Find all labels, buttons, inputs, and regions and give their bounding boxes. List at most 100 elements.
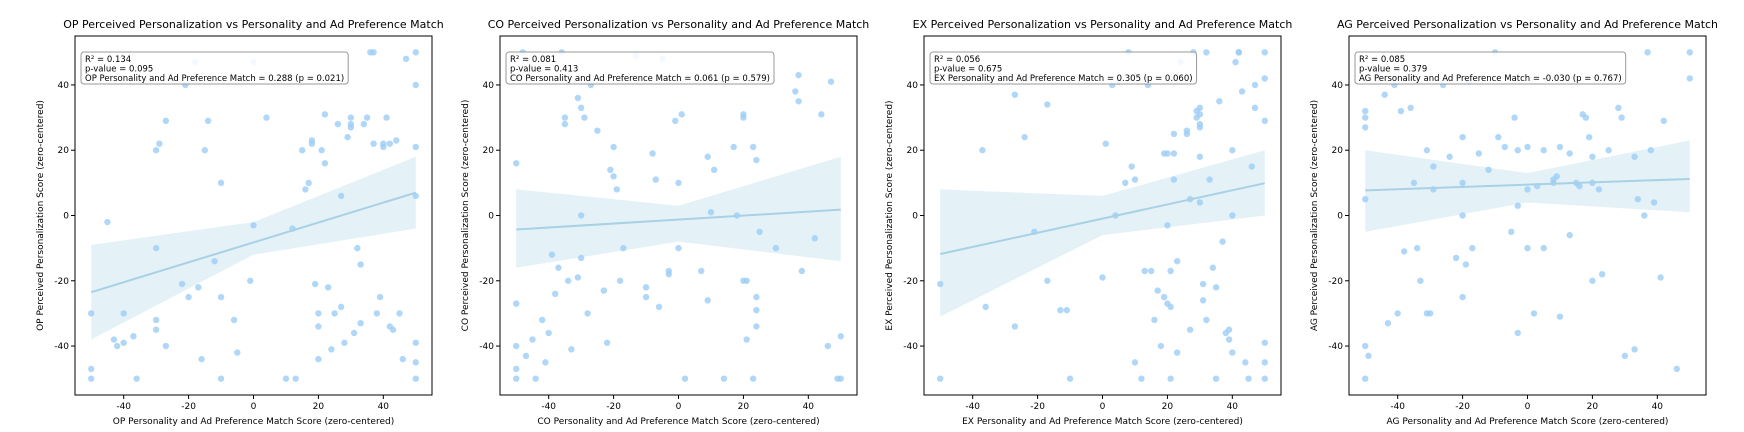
data-point xyxy=(396,310,403,317)
data-point xyxy=(1511,114,1518,121)
x-tick-label: 20 xyxy=(738,402,750,412)
y-tick-label: 20 xyxy=(483,146,495,156)
data-point xyxy=(1021,133,1028,141)
data-point xyxy=(1199,280,1207,288)
data-point xyxy=(1167,375,1174,382)
data-point xyxy=(1618,114,1625,121)
data-point xyxy=(577,212,585,219)
stats-line: p-value = 0.413 xyxy=(510,65,578,75)
data-point xyxy=(1514,329,1521,337)
x-tick-label: -20 xyxy=(181,402,196,412)
data-point xyxy=(263,114,270,121)
data-point xyxy=(564,277,572,284)
data-point xyxy=(302,186,309,193)
data-point xyxy=(1362,195,1369,203)
data-point xyxy=(1394,310,1401,317)
data-point xyxy=(1261,117,1268,125)
data-point xyxy=(1102,140,1109,147)
data-point xyxy=(1225,326,1233,333)
data-point xyxy=(1261,375,1268,382)
data-point xyxy=(88,310,95,317)
data-point xyxy=(1381,91,1388,98)
data-point xyxy=(247,277,254,284)
data-point xyxy=(740,114,747,121)
data-point xyxy=(402,55,410,63)
data-point xyxy=(753,156,760,164)
confidence-band xyxy=(91,156,416,340)
data-point xyxy=(711,166,718,174)
confidence-band xyxy=(1365,140,1690,232)
data-point xyxy=(1446,153,1453,160)
data-point xyxy=(354,244,361,252)
data-point xyxy=(1216,98,1223,105)
data-point xyxy=(1615,104,1622,112)
data-point xyxy=(198,355,205,363)
chart-panel-4: AG Perceived Personalization vs Personal… xyxy=(1310,18,1718,427)
data-point xyxy=(412,81,419,89)
data-point xyxy=(1459,212,1466,219)
regression-line xyxy=(940,182,1265,255)
data-point xyxy=(798,267,806,275)
data-point xyxy=(1229,212,1236,219)
data-point xyxy=(824,342,831,350)
data-point xyxy=(1634,195,1642,203)
data-point xyxy=(704,153,711,160)
data-point xyxy=(1229,349,1236,356)
x-tick-label: 20 xyxy=(313,402,325,412)
y-axis-label: CO Perceived Personalization Score (zero… xyxy=(461,100,471,332)
data-point xyxy=(389,326,397,333)
x-tick-label: 40 xyxy=(803,402,815,412)
data-point xyxy=(331,310,338,317)
data-point xyxy=(1261,49,1268,56)
data-point xyxy=(162,342,170,350)
data-point xyxy=(110,336,118,343)
y-tick-label: 20 xyxy=(58,146,70,156)
data-point xyxy=(792,88,799,95)
data-point xyxy=(1203,49,1210,56)
data-point xyxy=(1212,375,1220,382)
data-point xyxy=(1170,130,1178,138)
data-point xyxy=(1011,91,1019,98)
data-point xyxy=(1657,274,1664,281)
regression-line xyxy=(1365,177,1690,192)
data-point xyxy=(1154,287,1161,294)
data-point xyxy=(1595,186,1603,193)
data-point xyxy=(1362,114,1369,121)
chart-title: OP Perceived Personalization vs Personal… xyxy=(63,18,444,31)
data-point xyxy=(1540,244,1547,252)
data-point xyxy=(551,290,559,298)
data-point xyxy=(321,160,329,167)
data-point xyxy=(305,179,312,187)
data-point xyxy=(698,267,705,275)
scatter-points xyxy=(937,49,1268,382)
stats-box xyxy=(505,51,775,85)
regression-line xyxy=(516,208,841,231)
data-point xyxy=(393,137,400,144)
regression-line xyxy=(90,191,417,294)
data-point xyxy=(1495,133,1502,141)
x-tick-label: 20 xyxy=(1587,402,1599,412)
data-point xyxy=(337,192,345,200)
stats-box xyxy=(1354,51,1627,85)
data-point xyxy=(383,114,390,121)
data-point xyxy=(1462,261,1470,268)
data-point xyxy=(1138,375,1145,382)
data-point xyxy=(376,293,384,301)
data-point xyxy=(357,261,364,268)
data-point xyxy=(1199,297,1207,304)
data-point xyxy=(412,375,419,382)
data-point xyxy=(837,375,844,382)
data-point xyxy=(1203,316,1210,324)
data-point xyxy=(1245,375,1252,382)
data-point xyxy=(1196,153,1204,160)
data-point xyxy=(1225,336,1233,343)
data-point xyxy=(370,140,377,147)
data-point xyxy=(979,147,986,154)
data-point xyxy=(130,333,137,340)
y-axis-label: EX Perceived Personalization Score (zero… xyxy=(885,100,895,330)
x-axis-label: CO Personality and Ad Preference Match S… xyxy=(537,417,819,427)
data-point xyxy=(282,375,290,382)
stats-line: p-value = 0.379 xyxy=(1359,65,1427,75)
data-point xyxy=(1147,267,1155,275)
data-point xyxy=(1128,163,1135,170)
